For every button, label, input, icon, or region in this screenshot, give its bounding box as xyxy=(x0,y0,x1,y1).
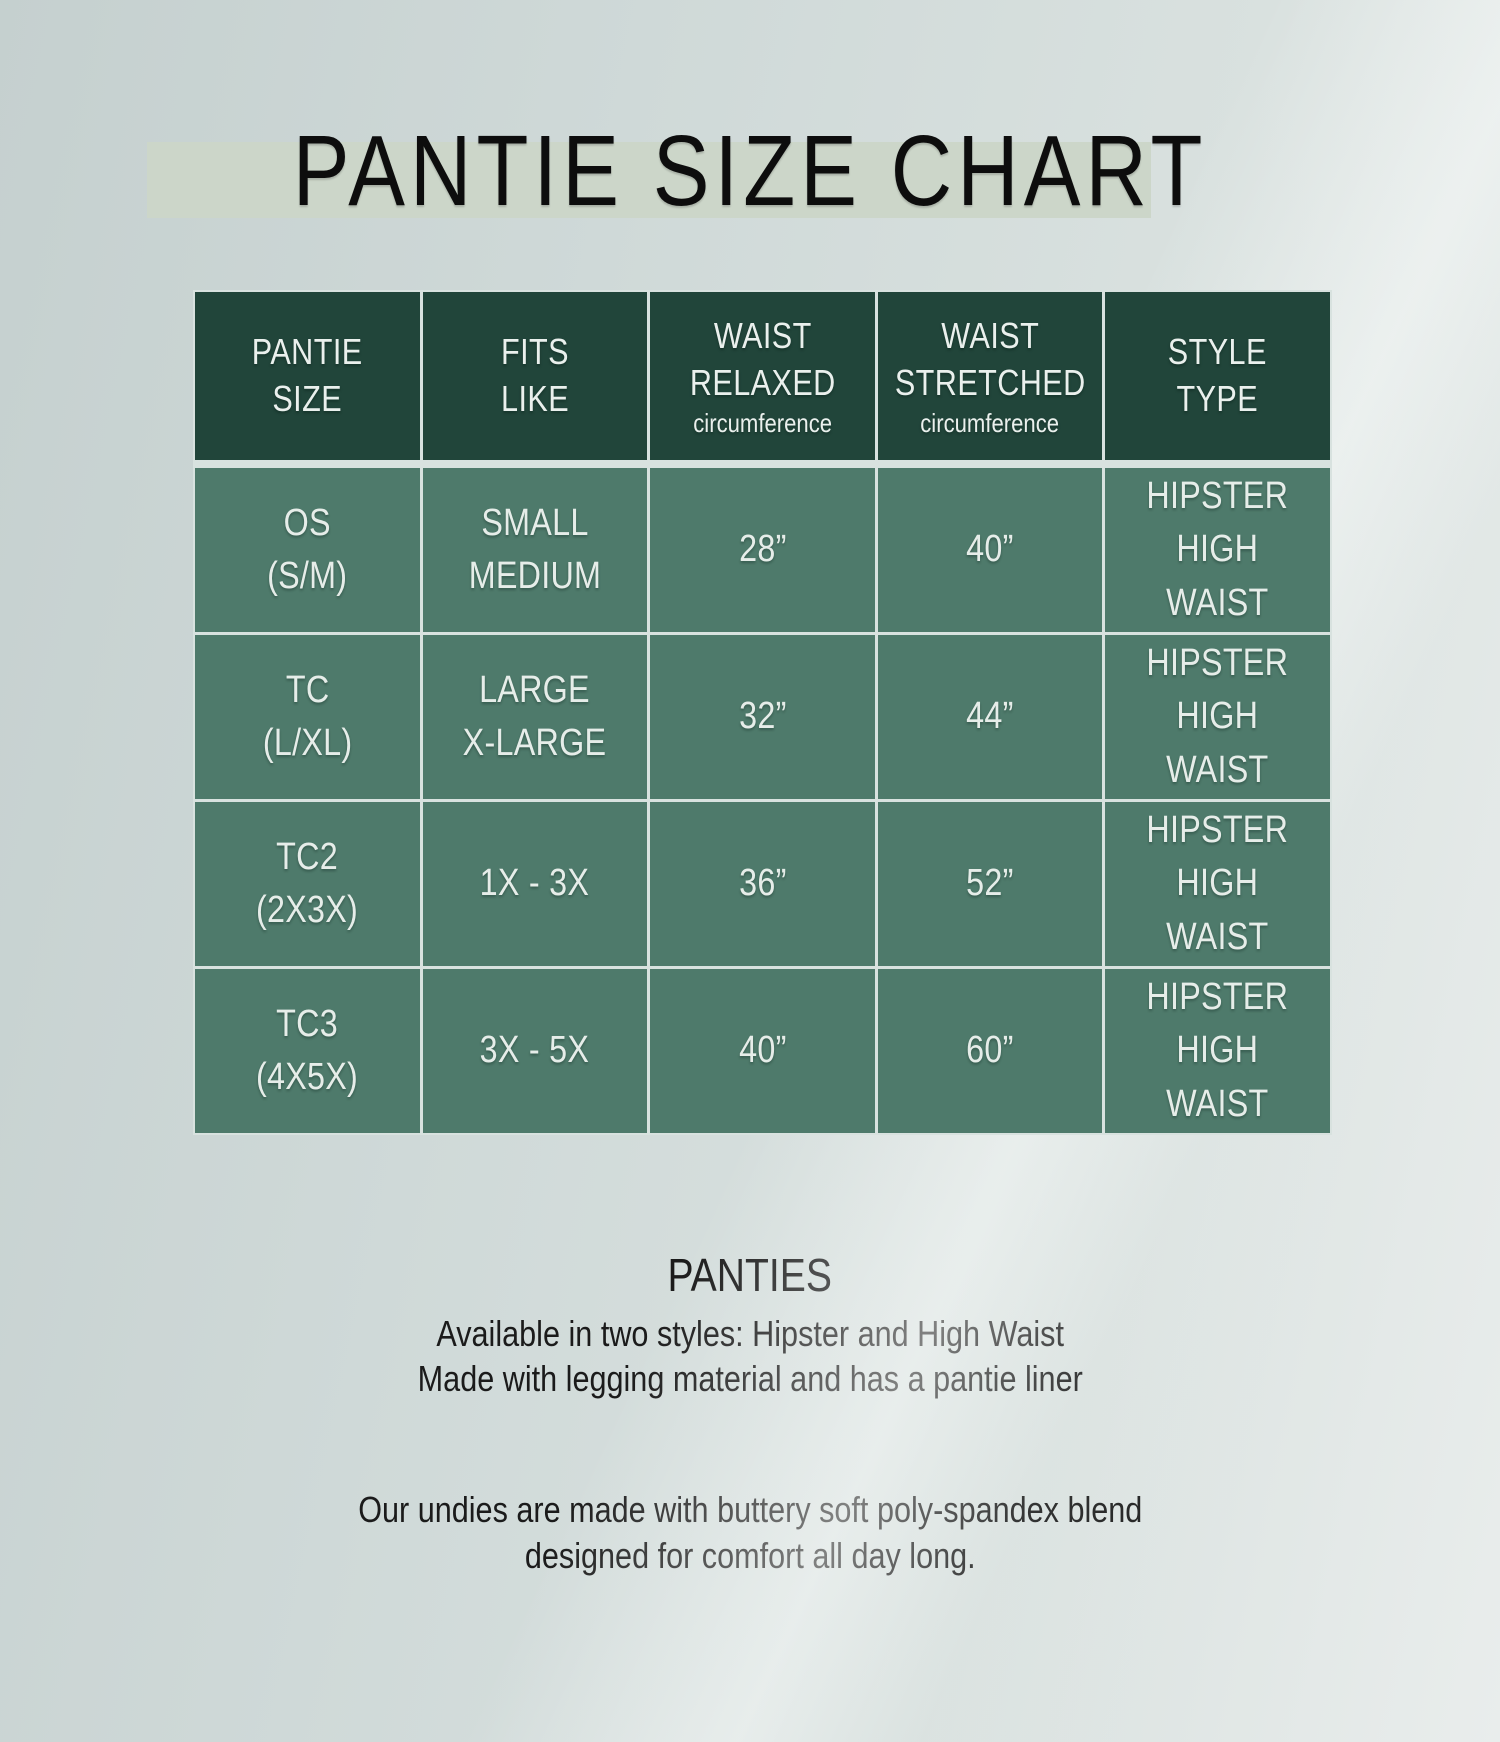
cell-text: LARGE X-LARGE xyxy=(463,668,607,764)
cell-text: TC2 (2X3X) xyxy=(256,835,359,931)
header-subtitle: circumference xyxy=(920,407,1060,438)
cell-text: 60” xyxy=(966,1029,1014,1072)
header-cell-fits-like: FITS LIKE xyxy=(422,292,648,460)
table-header-row: PANTIE SIZE FITS LIKE WAIST RELAXED circ… xyxy=(195,292,1330,460)
size-chart-table: PANTIE SIZE FITS LIKE WAIST RELAXED circ… xyxy=(193,290,1332,1135)
cell-text: 28” xyxy=(738,528,787,571)
cell-text: OS (S/M) xyxy=(267,501,348,597)
header-cell-style-type: STYLE TYPE xyxy=(1105,292,1330,460)
cell-waist-relaxed: 32” xyxy=(650,635,875,799)
cell-text: HIPSTER HIGH WAIST xyxy=(1146,809,1289,958)
panties-description-text: Available in two styles: Hipster and Hig… xyxy=(436,1313,1064,1354)
header-cell-pantie-size: PANTIE SIZE xyxy=(195,292,420,460)
cell-text: 32” xyxy=(738,695,787,738)
cell-text: 40” xyxy=(966,528,1014,571)
cell-fits-like: LARGE X-LARGE xyxy=(422,635,648,799)
header-cell-waist-relaxed: WAIST RELAXED circumference xyxy=(650,292,875,460)
cell-pantie-size: TC2 (2X3X) xyxy=(195,802,420,966)
material-note: Our undies are made with buttery soft po… xyxy=(0,1487,1500,1579)
header-subtitle: circumference xyxy=(693,407,832,438)
header-label: WAIST STRETCHED xyxy=(894,314,1086,403)
cell-waist-stretched: 52” xyxy=(877,802,1103,966)
cell-style-type: HIPSTER HIGH WAIST xyxy=(1105,802,1330,966)
cell-waist-relaxed: 28” xyxy=(650,468,875,632)
cell-style-type: HIPSTER HIGH WAIST xyxy=(1105,969,1330,1133)
cell-waist-stretched: 44” xyxy=(877,635,1103,799)
cell-fits-like: 1X - 3X xyxy=(422,802,648,966)
cell-text: 40” xyxy=(738,1029,787,1072)
cell-pantie-size: TC (L/XL) xyxy=(195,635,420,799)
header-label: FITS LIKE xyxy=(500,331,569,419)
cell-fits-like: 3X - 5X xyxy=(422,969,648,1133)
cell-fits-like: SMALL MEDIUM xyxy=(422,468,648,632)
table-body: OS (S/M) SMALL MEDIUM 28” 40” HIPSTER HI… xyxy=(195,468,1330,1133)
cell-text: 52” xyxy=(966,862,1014,905)
cell-waist-stretched: 60” xyxy=(877,969,1103,1133)
cell-text: SMALL MEDIUM xyxy=(468,501,602,597)
material-note-text: Our undies are made with buttery soft po… xyxy=(357,1489,1143,1576)
cell-waist-relaxed: 36” xyxy=(650,802,875,966)
header-label: STYLE TYPE xyxy=(1168,331,1268,419)
panties-description-line1: Available in two styles: Hipster and Hig… xyxy=(0,1313,1500,1355)
cell-text: HIPSTER HIGH WAIST xyxy=(1146,642,1289,791)
cell-text: 36” xyxy=(738,862,787,905)
cell-text: HIPSTER HIGH WAIST xyxy=(1146,475,1289,624)
panties-heading-text: PANTIES xyxy=(667,1249,833,1301)
page-title-text: PANTIE SIZE CHART xyxy=(292,115,1208,227)
page-title: PANTIE SIZE CHART xyxy=(0,121,1500,221)
title-highlight-band xyxy=(147,142,1151,218)
panties-description-line2: Made with legging material and has a pan… xyxy=(0,1358,1500,1400)
cell-text: TC (L/XL) xyxy=(262,668,353,764)
cell-waist-relaxed: 40” xyxy=(650,969,875,1133)
header-label: PANTIE SIZE xyxy=(251,331,363,419)
cell-text: TC3 (4X5X) xyxy=(256,1002,359,1098)
panties-description-text: Made with legging material and has a pan… xyxy=(417,1358,1083,1399)
cell-style-type: HIPSTER HIGH WAIST xyxy=(1105,468,1330,632)
cell-style-type: HIPSTER HIGH WAIST xyxy=(1105,635,1330,799)
cell-text: 1X - 3X xyxy=(480,862,590,905)
cell-text: 44” xyxy=(966,695,1014,738)
cell-text: 3X - 5X xyxy=(480,1029,590,1072)
cell-text: HIPSTER HIGH WAIST xyxy=(1146,976,1289,1125)
panties-heading: PANTIES xyxy=(0,1250,1500,1300)
cell-pantie-size: OS (S/M) xyxy=(195,468,420,632)
header-label: WAIST RELAXED xyxy=(689,314,836,403)
cell-pantie-size: TC3 (4X5X) xyxy=(195,969,420,1133)
header-cell-waist-stretched: WAIST STRETCHED circumference xyxy=(877,292,1103,460)
cell-waist-stretched: 40” xyxy=(877,468,1103,632)
